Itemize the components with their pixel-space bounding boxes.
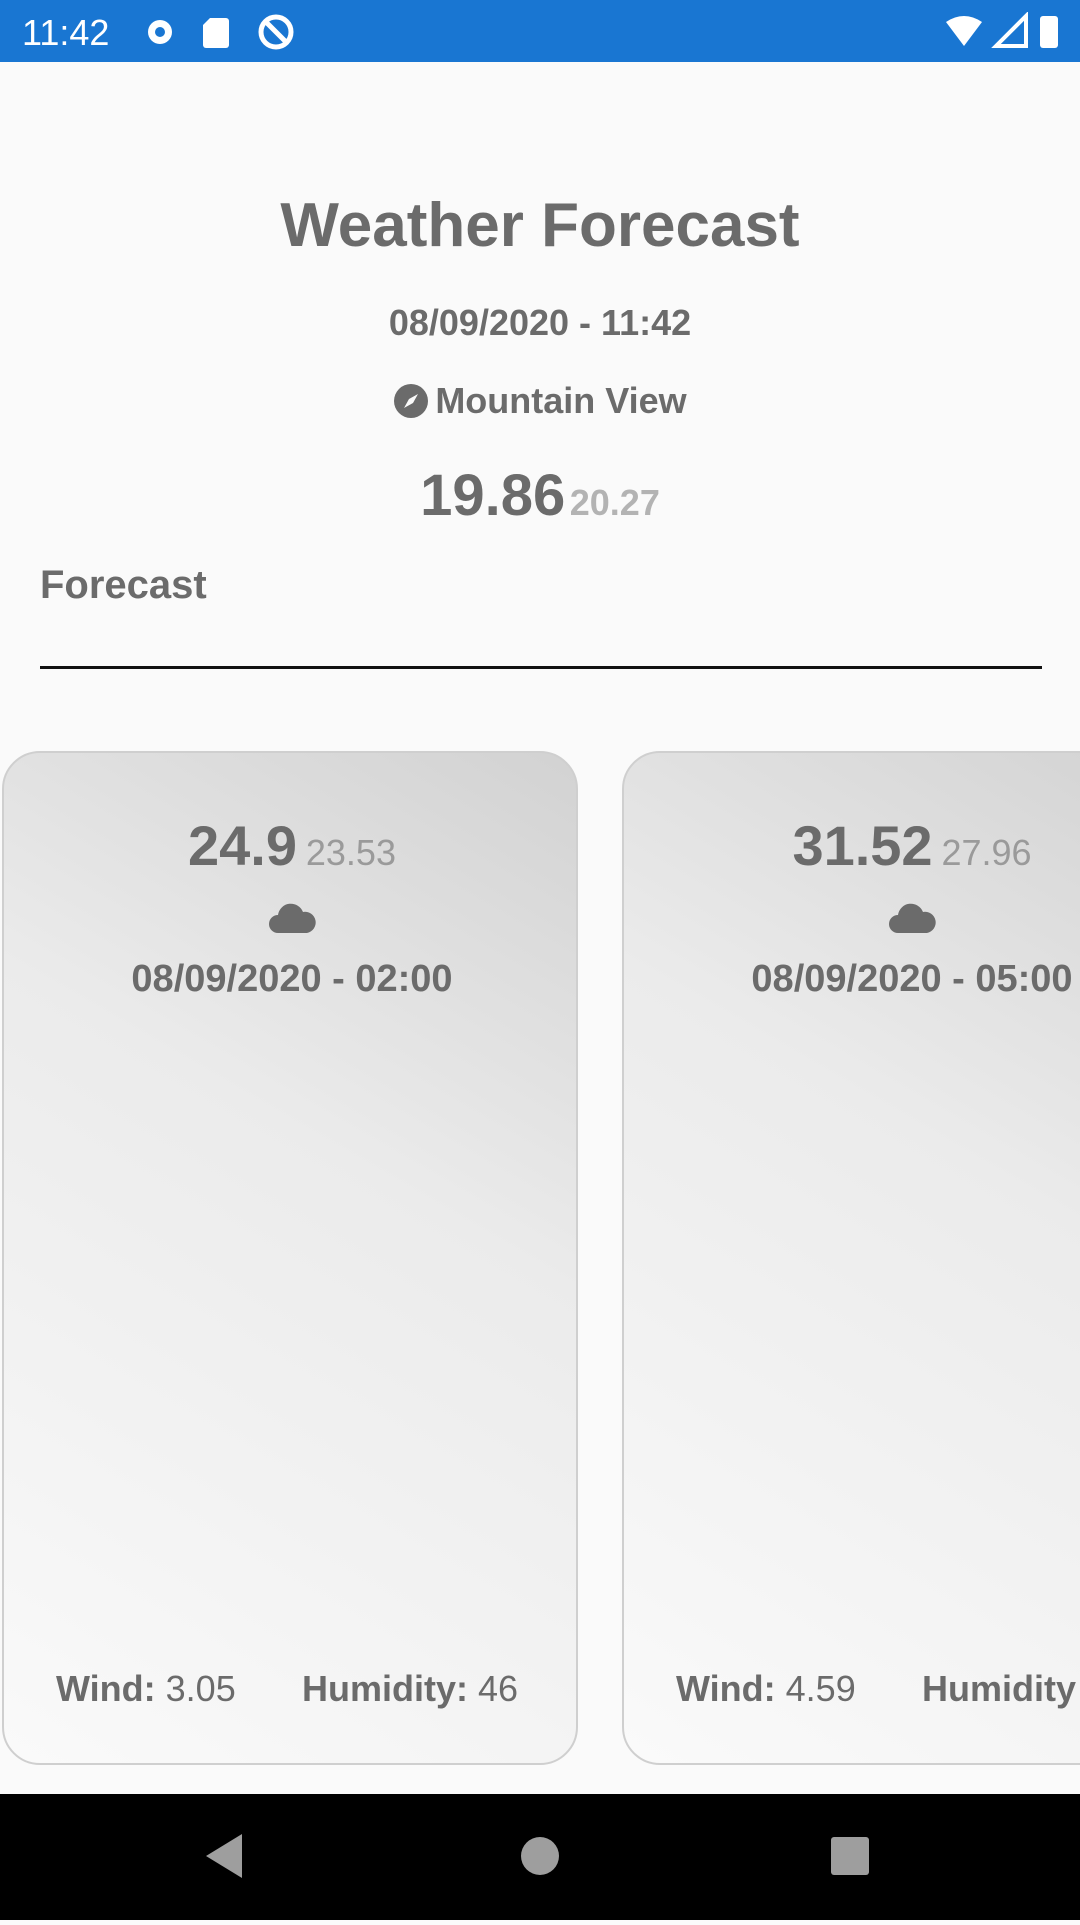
wind-row: Wind: 3.05 [56,1668,236,1710]
section-title: Forecast [40,563,207,607]
cloud-icon [269,903,316,933]
app-title: Weather Forecast [280,191,800,260]
location-row: Mountain View [0,380,1080,422]
card-temp: 24.9 [188,814,297,877]
back-button[interactable] [206,1834,242,1878]
humidity-label: Humidity: [302,1668,468,1709]
current-temp-row: 19.86 20.27 [0,462,1080,529]
humidity-row: Humidity: 46 [302,1668,518,1710]
nav-bar [0,1794,1080,1920]
card-feels-like: 27.96 [941,832,1032,873]
status-right-icons [946,12,1058,48]
status-bar: 11:42 [0,0,1080,62]
humidity-label: Humidity [922,1668,1077,1709]
card-temp-row: 31.52 27.96 [624,813,1080,878]
current-datetime: 08/09/2020 - 11:42 [388,302,692,343]
current-feels-like: 20.27 [569,482,660,523]
nav-buttons [206,1834,869,1878]
wind-value: 3.05 [165,1668,236,1709]
wind-label: Wind: [676,1668,776,1709]
humidity-row: Humidity [922,1668,1076,1710]
status-time: 11:42 [22,12,110,53]
compass-icon [394,384,429,418]
humidity-value: 46 [478,1668,519,1709]
wind-value: 4.59 [785,1668,856,1709]
wind-label: Wind: [56,1668,156,1709]
card-datetime: 08/09/2020 - 02:00 [131,958,453,1000]
recents-button[interactable] [831,1837,869,1875]
wind-row: Wind: 4.59 [676,1668,856,1710]
current-temp: 19.86 [420,463,566,528]
card-temp-row: 24.9 23.53 [4,813,576,878]
forecast-card[interactable]: 31.52 27.96 08/09/2020 - 05:00 Wind: 4.5… [622,751,1080,1765]
card-feels-like: 23.53 [305,832,396,873]
forecast-card[interactable]: 24.9 23.53 08/09/2020 - 02:00 Wind: 3.05… [2,751,578,1765]
card-datetime: 08/09/2020 - 05:00 [751,958,1073,1000]
status-icons [148,14,294,50]
divider [40,666,1042,669]
cloud-icon [889,903,936,933]
location: Mountain View [435,380,687,421]
card-temp: 31.52 [792,814,933,877]
home-button[interactable] [521,1837,559,1875]
